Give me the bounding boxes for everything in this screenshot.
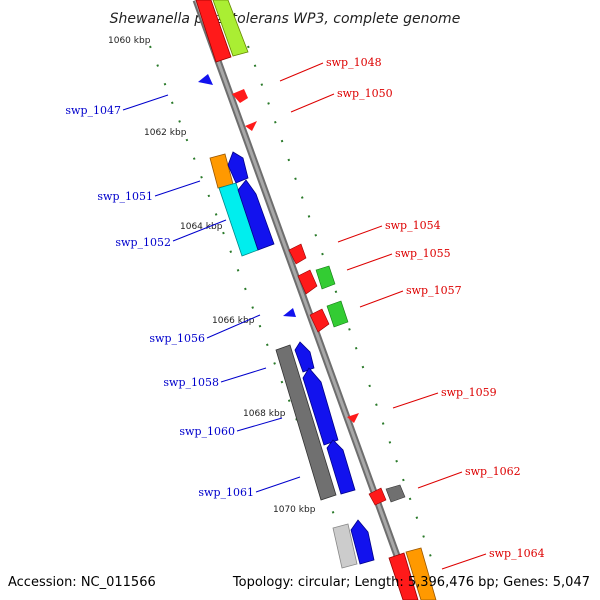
gene-label: swp_1059 <box>441 386 497 399</box>
kbp-label: 1068 kbp <box>243 409 286 419</box>
gene-arrow <box>297 269 318 295</box>
gene-label: swp_1064 <box>489 547 545 560</box>
gene-arrow <box>283 308 296 317</box>
gene-arrow <box>227 151 249 184</box>
gene-arrow <box>198 74 213 85</box>
gene-arrow <box>350 519 375 565</box>
gene-block <box>275 344 337 501</box>
topology-text: Topology: circular; Length: 5,396,476 bp… <box>232 575 590 590</box>
gene-label: swp_1057 <box>406 284 462 297</box>
accession-text: Accession: NC_011566 <box>8 575 156 590</box>
reverse-strand-genes <box>195 0 375 569</box>
reverse-gene-labels: swp_1047 swp_1051 swp_1052 swp_1056 swp_… <box>65 104 254 499</box>
gene-arrow <box>232 89 248 103</box>
gene-block <box>209 153 234 189</box>
kbp-label: 1064 kbp <box>180 222 223 232</box>
gene-arrow <box>347 413 359 423</box>
gene-label: swp_1054 <box>385 219 441 232</box>
gene-arrow <box>368 487 387 506</box>
kbp-label: 1066 kbp <box>212 316 255 326</box>
reverse-leader-lines <box>122 94 301 493</box>
gene-block <box>212 0 249 57</box>
forward-gene-labels: swp_1048 swp_1050 swp_1054 swp_1055 swp_… <box>326 56 545 560</box>
kbp-label: 1060 kbp <box>108 36 151 46</box>
gene-block <box>388 552 419 600</box>
gene-label: swp_1048 <box>326 56 382 69</box>
gene-arrow <box>237 179 275 251</box>
gene-label: swp_1056 <box>149 332 205 345</box>
map-title: Shewanella piezotolerans WP3, complete g… <box>110 11 461 27</box>
kbp-label: 1070 kbp <box>273 505 316 515</box>
gene-block <box>405 547 437 600</box>
gene-block <box>385 484 406 503</box>
gene-arrow <box>245 121 257 131</box>
gene-arrow <box>294 341 315 373</box>
forward-leader-lines <box>279 62 487 570</box>
gene-label: swp_1055 <box>395 247 451 260</box>
gene-label: swp_1061 <box>198 486 254 499</box>
gene-arrow <box>309 308 330 333</box>
gene-label: swp_1062 <box>465 465 521 478</box>
gene-arrow <box>302 367 339 446</box>
gene-label: swp_1050 <box>337 87 393 100</box>
gene-label: swp_1051 <box>97 190 153 203</box>
gene-block <box>326 300 349 328</box>
gene-block <box>332 523 358 569</box>
gene-label: swp_1058 <box>163 376 219 389</box>
gene-label: swp_1052 <box>115 236 171 249</box>
gene-label: swp_1047 <box>65 104 121 117</box>
kbp-label: 1062 kbp <box>144 128 187 138</box>
forward-strand-genes <box>232 89 437 600</box>
kbp-scale: 1060 kbp 1062 kbp 1064 kbp 1066 kbp 1068… <box>108 36 316 515</box>
gene-arrow <box>288 243 307 265</box>
gene-arrow <box>326 439 356 495</box>
gene-block <box>195 0 232 63</box>
gene-label: swp_1060 <box>179 425 235 438</box>
gene-block <box>315 265 336 290</box>
